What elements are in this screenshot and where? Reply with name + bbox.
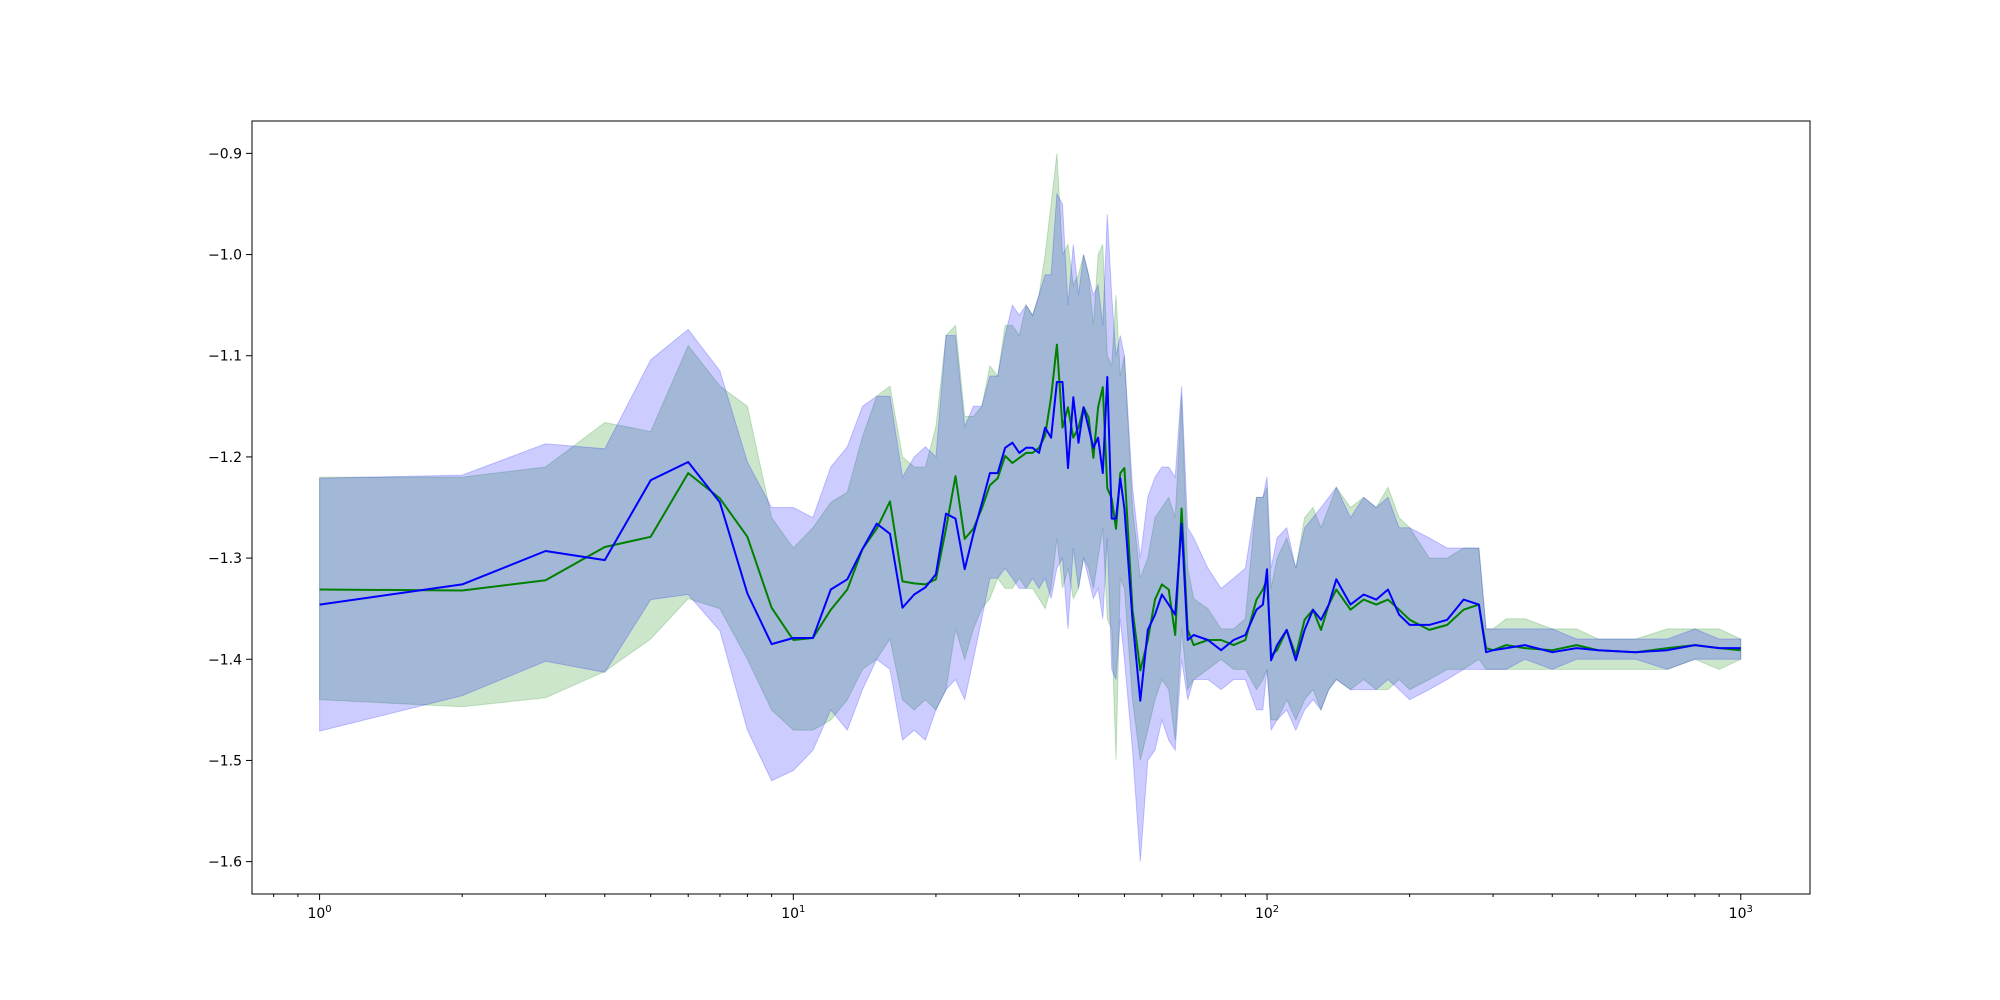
x-tick-label: 100: [307, 904, 331, 922]
y-tick-label: −1.5: [208, 753, 242, 769]
series-lines: [319, 343, 1741, 702]
green-series-line: [319, 343, 1741, 672]
confidence-bands: [319, 153, 1742, 862]
blue-series-line: [319, 376, 1741, 702]
x-tick-label: 103: [1729, 904, 1753, 922]
y-tick-label: −1.4: [208, 652, 242, 668]
y-tick-label: −1.2: [208, 450, 242, 466]
blue-band: [319, 192, 1742, 862]
y-tick-label: −0.9: [208, 146, 242, 162]
y-axis-ticks: −0.9 −1.0 −1.1 −1.2 −1.3 −1.4 −1.5 −1.6: [208, 146, 252, 871]
y-tick-label: −1.1: [208, 349, 242, 365]
y-tick-label: −1.6: [208, 855, 242, 871]
y-tick-label: −1.3: [208, 551, 242, 567]
plot-frame: [251, 120, 1811, 895]
x-tick-label: 101: [781, 904, 805, 922]
x-tick-label: 102: [1255, 904, 1279, 922]
green-band: [319, 153, 1742, 761]
y-tick-label: −1.0: [208, 248, 242, 264]
